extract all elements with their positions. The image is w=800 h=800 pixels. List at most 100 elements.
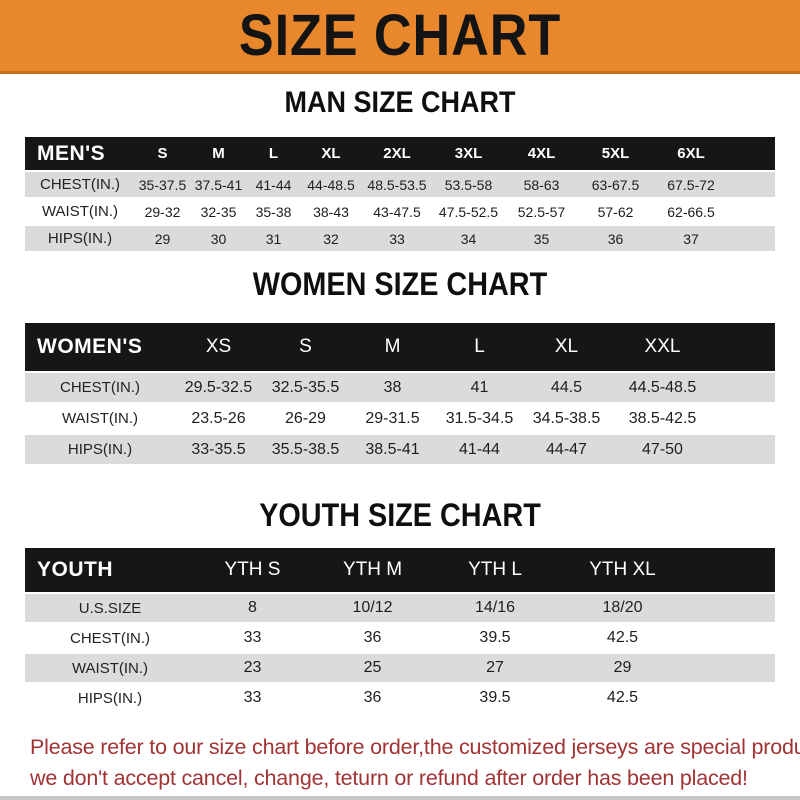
table-cell: 36 (363, 629, 382, 646)
women-column-header: XL (554, 336, 579, 357)
row-label: CHEST(IN.) (40, 176, 120, 193)
row-label: WAIST(IN.) (41, 203, 119, 220)
order-policy-note: Please refer to our size chart before or… (30, 732, 800, 794)
table-cell: 53.5-58 (444, 176, 493, 193)
table-cell: 33 (389, 230, 405, 247)
table-cell: 27 (486, 659, 504, 676)
row-label: U.S.SIZE (78, 599, 142, 617)
table-cell: 23 (243, 659, 262, 676)
table-cell: 35-38 (255, 203, 292, 220)
table-cell: 34.5-38.5 (532, 409, 601, 427)
row-label: WAIST(IN.) (61, 410, 139, 427)
table-cell: 34 (460, 230, 477, 247)
women-size-table: WOMEN'S XS S M L XL XXL CHEST(IN.) 29.5-… (25, 321, 775, 466)
table-cell-filler (729, 226, 775, 251)
table-cell: 26-29 (285, 409, 326, 427)
table-cell-filler (729, 199, 775, 224)
youth-hips-row: HIPS(IN.) 33 36 39.5 42.5 (25, 684, 775, 712)
women-header-filler (715, 323, 775, 371)
row-label: HIPS(IN.) (77, 689, 143, 707)
table-cell: 44-48.5 (307, 176, 355, 193)
table-cell-filler (690, 654, 775, 682)
row-label: HIPS(IN.) (47, 230, 113, 247)
banner-title: SIZE CHART (238, 3, 562, 68)
women-chest-row: CHEST(IN.) 29.5-32.5 32.5-35.5 38 41 44.… (25, 373, 775, 402)
table-cell: 37 (683, 230, 699, 247)
table-cell: 43-47.5 (373, 203, 421, 220)
youth-header-filler (690, 548, 775, 592)
youth-group-label: YOUTH (37, 558, 113, 581)
table-cell: 32 (323, 230, 339, 247)
men-hips-row: HIPS(IN.) 29 30 31 32 33 34 35 36 37 (25, 226, 775, 251)
women-column-header: S (299, 336, 312, 357)
men-column-header: 2XL (383, 145, 411, 162)
men-group-label: MEN'S (37, 141, 106, 165)
men-column-header: XL (321, 145, 341, 162)
table-cell: 57-62 (597, 203, 634, 220)
youth-chest-row: CHEST(IN.) 33 36 39.5 42.5 (25, 624, 775, 652)
table-cell: 29-31.5 (365, 409, 420, 427)
women-group-label: WOMEN'S (37, 335, 143, 358)
men-waist-row: WAIST(IN.) 29-32 32-35 35-38 38-43 43-47… (25, 199, 775, 224)
table-cell-filler (690, 684, 775, 712)
table-cell: 44.5-48.5 (628, 378, 697, 396)
table-cell: 67.5-72 (667, 176, 715, 193)
youth-ussize-row: U.S.SIZE 8 10/12 14/16 18/20 (25, 594, 775, 622)
table-cell: 44-47 (546, 440, 587, 458)
men-column-header: 4XL (527, 145, 556, 162)
men-column-header: 3XL (454, 145, 483, 162)
table-cell: 47.5-52.5 (438, 203, 499, 220)
youth-waist-row: WAIST(IN.) 23 25 27 29 (25, 654, 775, 682)
table-cell: 33 (243, 689, 262, 706)
table-cell: 23.5-26 (191, 409, 246, 427)
table-cell: 30 (210, 230, 227, 247)
table-cell: 52.5-57 (517, 203, 566, 220)
women-section-heading: WOMEN SIZE CHART (252, 266, 548, 302)
table-cell: 38.5-41 (365, 440, 420, 458)
table-cell: 41-44 (459, 440, 500, 458)
table-cell: 38 (383, 378, 402, 396)
youth-section-heading: YOUTH SIZE CHART (259, 497, 541, 533)
women-waist-row: WAIST(IN.) 23.5-26 26-29 29-31.5 31.5-34… (25, 404, 775, 433)
men-header-row: MEN'S S M L XL 2XL 3XL 4XL 5XL 6XL (25, 137, 775, 170)
table-cell: 48.5-53.5 (367, 176, 427, 193)
men-chest-row: CHEST(IN.) 35-37.5 37.5-41 41-44 44-48.5… (25, 172, 775, 197)
row-label: CHEST(IN.) (70, 629, 150, 647)
table-cell: 63-67.5 (591, 176, 640, 193)
youth-column-header: YTH XL (589, 559, 656, 580)
table-cell: 14/16 (474, 599, 516, 616)
table-cell: 33-35.5 (191, 440, 246, 458)
women-column-header: M (384, 336, 401, 357)
women-header-row: WOMEN'S XS S M L XL XXL (25, 323, 775, 371)
table-cell: 38.5-42.5 (628, 409, 697, 427)
table-cell: 36 (607, 230, 624, 247)
youth-header-row: YOUTH YTH S YTH M YTH L YTH XL (25, 548, 775, 592)
table-cell-filler (715, 435, 775, 464)
men-column-header: 6XL (677, 145, 705, 162)
table-cell: 29 (154, 230, 171, 247)
table-cell: 18/20 (602, 599, 643, 616)
table-cell: 33 (243, 629, 262, 646)
table-cell-filler (715, 404, 775, 433)
note-line-1: Please refer to our size chart before or… (30, 735, 800, 759)
table-cell: 35 (533, 230, 550, 247)
table-cell: 31.5-34.5 (445, 409, 514, 427)
table-cell: 41 (470, 378, 489, 396)
youth-size-table: YOUTH YTH S YTH M YTH L YTH XL U.S.SIZE … (25, 546, 775, 714)
note-line-2: we don't accept cancel, change, teturn o… (30, 766, 748, 790)
bottom-edge-strip (0, 796, 800, 800)
table-cell-filler (690, 594, 775, 622)
table-cell: 10/12 (352, 599, 393, 616)
table-cell: 32.5-35.5 (271, 378, 340, 396)
table-cell: 32-35 (200, 203, 237, 220)
women-column-header: L (474, 336, 485, 357)
table-cell: 41-44 (255, 176, 292, 193)
row-label: HIPS(IN.) (67, 441, 133, 458)
youth-column-header: YTH M (342, 559, 403, 580)
table-cell: 29.5-32.5 (184, 378, 253, 396)
row-label: WAIST(IN.) (71, 659, 149, 677)
table-cell: 38-43 (313, 203, 349, 220)
table-cell: 25 (363, 659, 382, 676)
table-cell: 35.5-38.5 (271, 440, 340, 458)
table-cell: 39.5 (479, 629, 511, 646)
